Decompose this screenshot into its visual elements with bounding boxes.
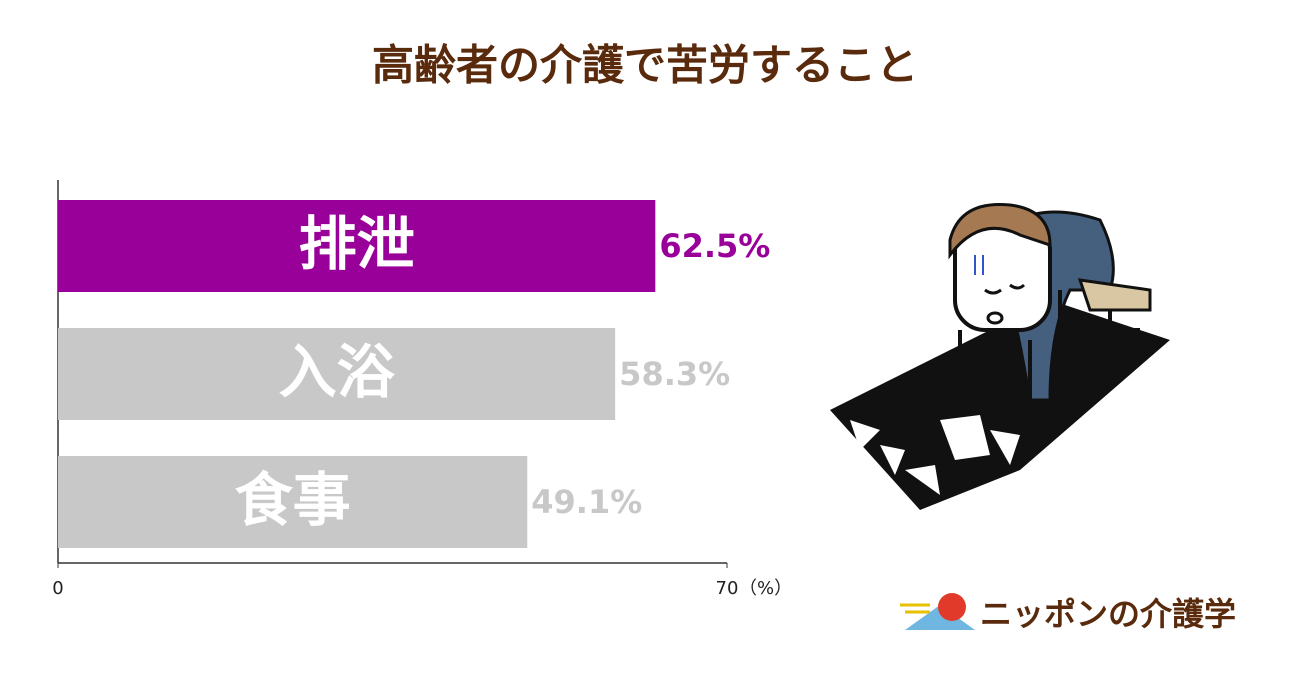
value-label: 62.5% <box>659 227 770 265</box>
bar <box>58 200 656 292</box>
bar <box>58 328 616 420</box>
bar <box>58 456 528 548</box>
chart-title: 高齢者の介護で苦労すること <box>372 41 918 90</box>
x-tick-label: 70 <box>716 578 739 599</box>
category-label: 食事 <box>235 466 351 534</box>
value-label: 49.1% <box>531 483 642 521</box>
illustration <box>830 202 1170 510</box>
category-label: 入浴 <box>279 338 396 406</box>
logo: ニッポンの介護学 <box>900 593 1236 633</box>
category-label: 排泄 <box>299 210 415 278</box>
value-label: 58.3% <box>619 355 730 393</box>
logo-text: ニッポンの介護学 <box>980 595 1236 633</box>
x-unit: （%） <box>739 578 792 599</box>
x-tick-label: 0 <box>52 578 63 599</box>
